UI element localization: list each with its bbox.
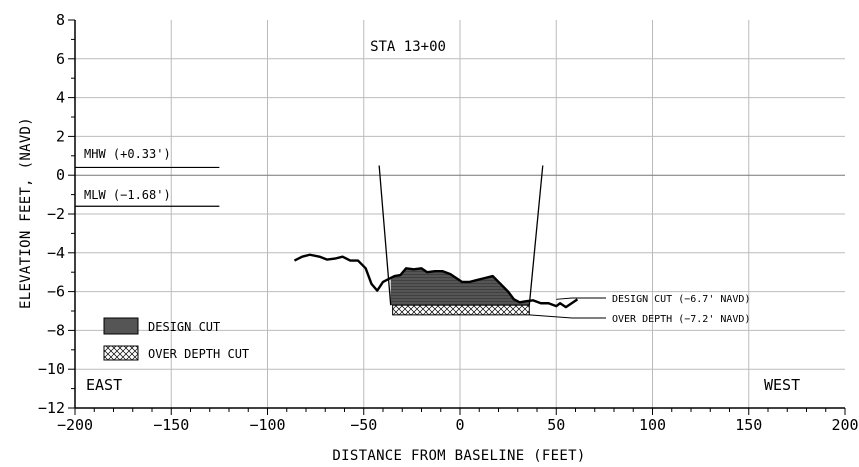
y-tick-label: 6	[56, 50, 65, 68]
over-depth-callout-label: OVER DEPTH (−7.2' NAVD)	[612, 314, 750, 325]
legend: DESIGN CUT OVER DEPTH CUT	[103, 317, 249, 361]
mhw-label: MHW (+0.33')	[84, 147, 171, 161]
design-cut-callout-label: DESIGN CUT (−6.7' NAVD)	[612, 294, 750, 305]
x-tick-label: 200	[831, 416, 858, 434]
x-tick-label: 0	[455, 416, 464, 434]
y-tick-label: −10	[38, 360, 65, 378]
x-tick-label: −100	[249, 416, 285, 434]
x-tick-label: −150	[153, 416, 189, 434]
tick-labels: 8 6 4 2 0 −2 −4 −6 −8 −10 −12−200 −150 −100 −50 0 50 100…	[38, 11, 859, 434]
plot-area	[75, 165, 606, 319]
direction-west: WEST	[764, 376, 800, 394]
x-tick-label: 50	[547, 416, 565, 434]
ground-profile-line	[293, 253, 579, 309]
y-tick-label: −6	[47, 283, 65, 301]
over-depth-band	[392, 304, 530, 316]
y-tick-label: −12	[38, 399, 65, 417]
y-tick-label: 2	[56, 127, 65, 145]
legend-design-cut-label: DESIGN CUT	[148, 320, 220, 334]
y-tick-label: −2	[47, 205, 65, 223]
legend-over-depth-label: OVER DEPTH CUT	[148, 347, 249, 361]
mlw-label: MLW (−1.68')	[84, 188, 171, 202]
x-tick-label: 100	[639, 416, 666, 434]
design-cut-leader	[556, 297, 606, 300]
cut-slope-right	[528, 165, 544, 306]
y-axis-title: ELEVATION FEET, (NAVD)	[18, 117, 34, 309]
cut-slope-left	[378, 165, 392, 306]
x-tick-label: −200	[57, 416, 93, 434]
legend-design-cut-swatch	[103, 317, 139, 335]
x-axis-title: DISTANCE FROM BASELINE (FEET)	[332, 448, 585, 464]
legend-over-depth-swatch	[103, 345, 139, 361]
design-cut-area	[390, 268, 530, 306]
chart-title: STA 13+00	[370, 39, 446, 55]
direction-east: EAST	[86, 376, 122, 394]
axes	[68, 19, 846, 415]
y-tick-label: 8	[56, 11, 65, 29]
over-depth-leader	[529, 314, 606, 319]
y-tick-label: −8	[47, 321, 65, 339]
y-tick-label: 0	[56, 166, 65, 184]
y-tick-label: −4	[47, 244, 65, 262]
x-tick-label: −50	[350, 416, 377, 434]
x-tick-label: 150	[735, 416, 762, 434]
y-tick-label: 4	[56, 89, 65, 107]
